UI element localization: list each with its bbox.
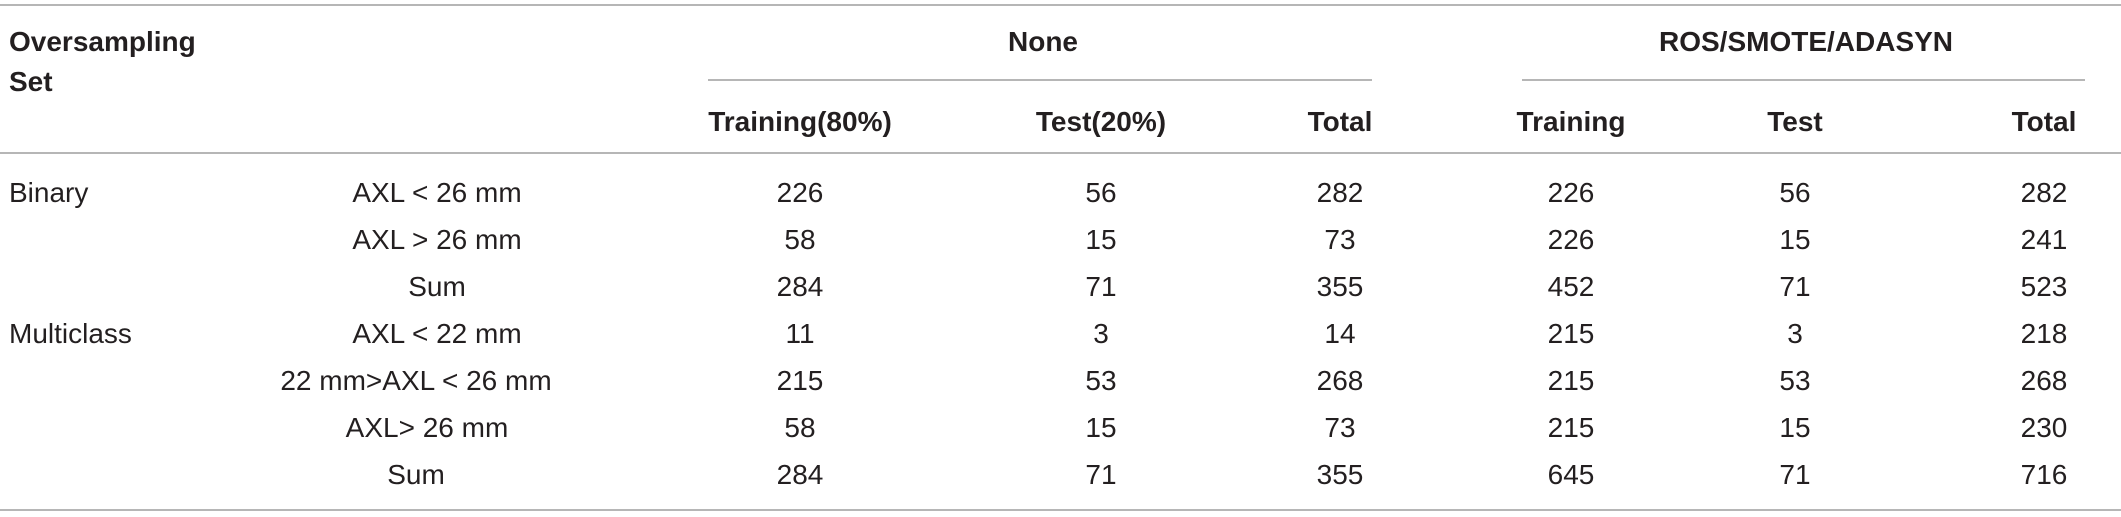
cell-over-test: 71 xyxy=(1779,271,1811,302)
cell-over-training: 215 xyxy=(1547,412,1595,443)
row-condition: Sum xyxy=(408,271,466,302)
cell-over-total: 218 xyxy=(2020,318,2068,349)
group-none-rule xyxy=(708,79,1372,81)
cell-none-total: 73 xyxy=(1324,412,1356,443)
cell-over-training: 215 xyxy=(1547,318,1595,349)
cell-none-training: 226 xyxy=(776,177,824,208)
header-none-total: Total xyxy=(1307,106,1373,137)
cell-over-training: 226 xyxy=(1547,177,1595,208)
row-condition: AXL> 26 mm xyxy=(345,412,509,443)
row-condition: Sum xyxy=(387,459,445,490)
cell-none-test: 15 xyxy=(1085,224,1117,255)
header-over-total: Total xyxy=(2011,106,2077,137)
cell-over-test: 15 xyxy=(1779,224,1811,255)
header-none-test: Test(20%) xyxy=(1035,106,1167,137)
row-condition: AXL < 26 mm xyxy=(352,177,522,208)
cell-over-test: 56 xyxy=(1779,177,1811,208)
cell-none-total: 268 xyxy=(1316,365,1364,396)
header-over-test: Test xyxy=(1767,106,1823,137)
cell-none-test: 56 xyxy=(1085,177,1117,208)
row-set-label: Multiclass xyxy=(9,318,132,349)
header-oversampling: Oversampling xyxy=(9,26,196,57)
cell-over-training: 452 xyxy=(1547,271,1595,302)
header-group-none: None xyxy=(1008,26,1078,57)
cell-none-test: 71 xyxy=(1085,459,1117,490)
cell-over-training: 215 xyxy=(1547,365,1595,396)
group-oversampled-rule xyxy=(1522,79,2085,81)
cell-over-test: 53 xyxy=(1779,365,1811,396)
header-over-training: Training xyxy=(1516,106,1626,137)
cell-none-training: 58 xyxy=(784,412,816,443)
cell-none-training: 11 xyxy=(785,318,815,349)
cell-none-training: 58 xyxy=(784,224,816,255)
cell-none-total: 355 xyxy=(1316,459,1364,490)
cell-over-total: 230 xyxy=(2020,412,2068,443)
cell-none-test: 71 xyxy=(1085,271,1117,302)
cell-none-training: 284 xyxy=(776,459,824,490)
cell-over-total: 523 xyxy=(2020,271,2068,302)
cell-over-test: 71 xyxy=(1779,459,1811,490)
cell-over-total: 716 xyxy=(2020,459,2068,490)
bottom-rule xyxy=(0,509,2121,511)
cell-none-training: 215 xyxy=(776,365,824,396)
cell-none-test: 3 xyxy=(1093,318,1109,349)
header-none-training: Training(80%) xyxy=(708,106,892,137)
row-set-label: Binary xyxy=(9,177,89,208)
cell-none-test: 53 xyxy=(1085,365,1117,396)
header-rule xyxy=(0,152,2121,154)
cell-over-test: 15 xyxy=(1779,412,1811,443)
cell-none-training: 284 xyxy=(776,271,824,302)
cell-over-total: 282 xyxy=(2020,177,2068,208)
row-condition: AXL < 22 mm xyxy=(352,318,522,349)
cell-over-total: 268 xyxy=(2020,365,2068,396)
cell-none-test: 15 xyxy=(1085,412,1117,443)
cell-none-total: 355 xyxy=(1316,271,1364,302)
row-condition: 22 mm>AXL < 26 mm xyxy=(280,365,552,396)
cell-none-total: 14 xyxy=(1324,318,1356,349)
cell-none-total: 282 xyxy=(1316,177,1364,208)
cell-over-training: 645 xyxy=(1547,459,1595,490)
cell-over-training: 226 xyxy=(1547,224,1595,255)
header-group-oversampled: ROS/SMOTE/ADASYN xyxy=(1658,26,1954,57)
cell-none-total: 73 xyxy=(1324,224,1356,255)
top-rule xyxy=(0,4,2121,6)
row-condition: AXL > 26 mm xyxy=(352,224,522,255)
cell-over-total: 241 xyxy=(2020,224,2068,255)
header-set: Set xyxy=(9,66,53,97)
cell-over-test: 3 xyxy=(1787,318,1803,349)
